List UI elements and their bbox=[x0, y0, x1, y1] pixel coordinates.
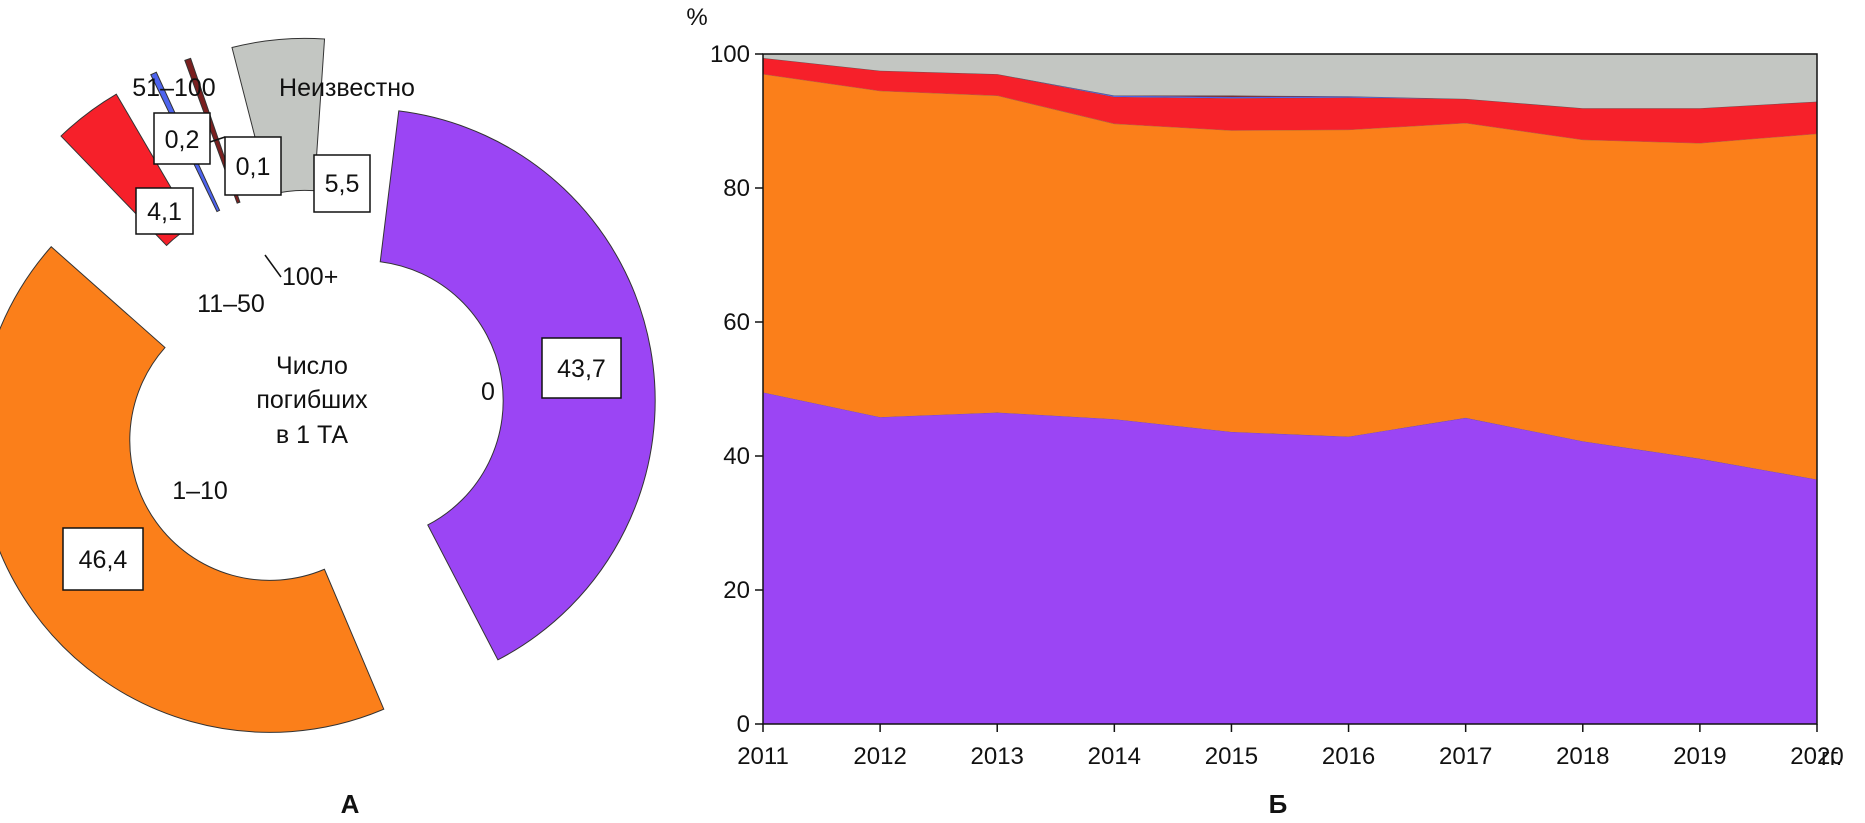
value-label-0-2: 0,2 bbox=[153, 112, 211, 165]
x-tick-label: 2020 bbox=[1790, 743, 1843, 770]
donut-center-label-line-2: погибших bbox=[256, 386, 368, 414]
x-tick-label: 2012 bbox=[853, 743, 906, 770]
y-axis-unit-label: % bbox=[686, 4, 707, 31]
x-tick-label: 2016 bbox=[1322, 743, 1375, 770]
category-label-unknown: Неизвестно bbox=[279, 74, 415, 102]
area-series-0 bbox=[763, 392, 1817, 724]
svg-text:46,4: 46,4 bbox=[79, 546, 128, 574]
x-tick-label: 2011 bbox=[737, 743, 789, 770]
area-series-x bbox=[763, 54, 1817, 109]
x-tick-label: 2017 bbox=[1439, 743, 1492, 770]
svg-text:0,2: 0,2 bbox=[165, 126, 200, 154]
panel-label-a: А bbox=[341, 789, 360, 819]
category-label-11-50: 11–50 bbox=[197, 290, 265, 318]
donut-slice-0 bbox=[379, 110, 656, 661]
category-label-0: 0 bbox=[481, 378, 495, 406]
y-tick-label: 0 bbox=[737, 711, 750, 738]
area-chart-axes: 0 20 40 60 80 100 2011 2012 2013 2014 2015 2016 2017… bbox=[710, 41, 1844, 770]
donut-slice-1-10 bbox=[0, 246, 385, 733]
category-label-51-100: 51–100 bbox=[132, 74, 215, 102]
y-tick-label: 40 bbox=[723, 443, 750, 470]
stacked-area-chart bbox=[762, 53, 1818, 724]
value-label-5-5: 5,5 bbox=[313, 154, 371, 213]
svg-text:0,1: 0,1 bbox=[236, 153, 271, 181]
x-tick-label: 2014 bbox=[1088, 743, 1141, 770]
value-label-46-4: 46,4 bbox=[62, 527, 144, 591]
leader-line-100plus bbox=[264, 254, 282, 278]
x-tick-label: 2018 bbox=[1556, 743, 1609, 770]
value-label-43-7: 43,7 bbox=[541, 337, 622, 399]
value-label-0-1: 0,1 bbox=[224, 136, 282, 196]
y-tick-label: 100 bbox=[710, 41, 750, 68]
y-tick-label: 80 bbox=[723, 175, 750, 202]
panel-label-b: Б bbox=[1269, 789, 1288, 819]
svg-text:43,7: 43,7 bbox=[557, 355, 606, 383]
x-axis-unit-label: гг. bbox=[1821, 744, 1842, 771]
area-series-11-50 bbox=[763, 58, 1817, 144]
donut-center-label-line-3: в 1 ТА bbox=[276, 421, 349, 449]
svg-text:4,1: 4,1 bbox=[147, 198, 182, 226]
category-label-1-10: 1–10 bbox=[172, 477, 228, 505]
plot-frame bbox=[762, 53, 1818, 725]
value-label-4-1: 4,1 bbox=[135, 187, 194, 235]
x-tick-label: 2019 bbox=[1673, 743, 1726, 770]
y-tick-label: 60 bbox=[723, 309, 750, 336]
category-label-100plus: 100+ bbox=[282, 263, 338, 291]
donut-center-label-line-1: Число bbox=[276, 352, 348, 380]
svg-text:5,5: 5,5 bbox=[325, 170, 360, 198]
y-tick-label: 20 bbox=[723, 577, 750, 604]
x-tick-label: 2015 bbox=[1205, 743, 1258, 770]
x-tick-label: 2013 bbox=[971, 743, 1024, 770]
area-series-1-10 bbox=[763, 74, 1817, 480]
